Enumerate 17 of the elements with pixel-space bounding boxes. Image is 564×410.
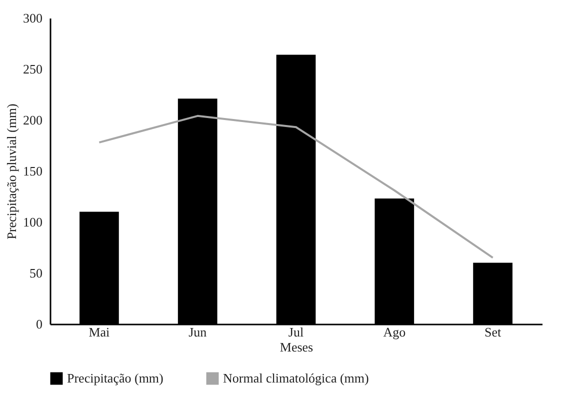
y-tick-label: 250 xyxy=(23,62,42,76)
legend-label: Normal climatológica (mm) xyxy=(223,370,369,386)
y-tick-label: 0 xyxy=(36,316,42,332)
x-tick-label: Set xyxy=(484,324,502,340)
y-tick-label: 100 xyxy=(23,214,42,230)
y-tick-label: 150 xyxy=(23,164,42,178)
y-axis-title: Precipitação pluvial (mm) xyxy=(4,104,19,240)
x-tick-label: Jun xyxy=(188,324,208,340)
x-tick-label: Mai xyxy=(88,324,110,340)
y-tick-label: 200 xyxy=(23,112,42,128)
x-tick-label: Ago xyxy=(383,324,406,340)
x-axis-title: Meses xyxy=(280,340,314,354)
y-tick-label: 300 xyxy=(23,10,42,26)
y-tick-label: 50 xyxy=(30,266,42,280)
line-series xyxy=(98,114,494,259)
legend-label: Precipitação (mm) xyxy=(67,370,164,386)
x-tick-label: Jul xyxy=(288,324,304,340)
